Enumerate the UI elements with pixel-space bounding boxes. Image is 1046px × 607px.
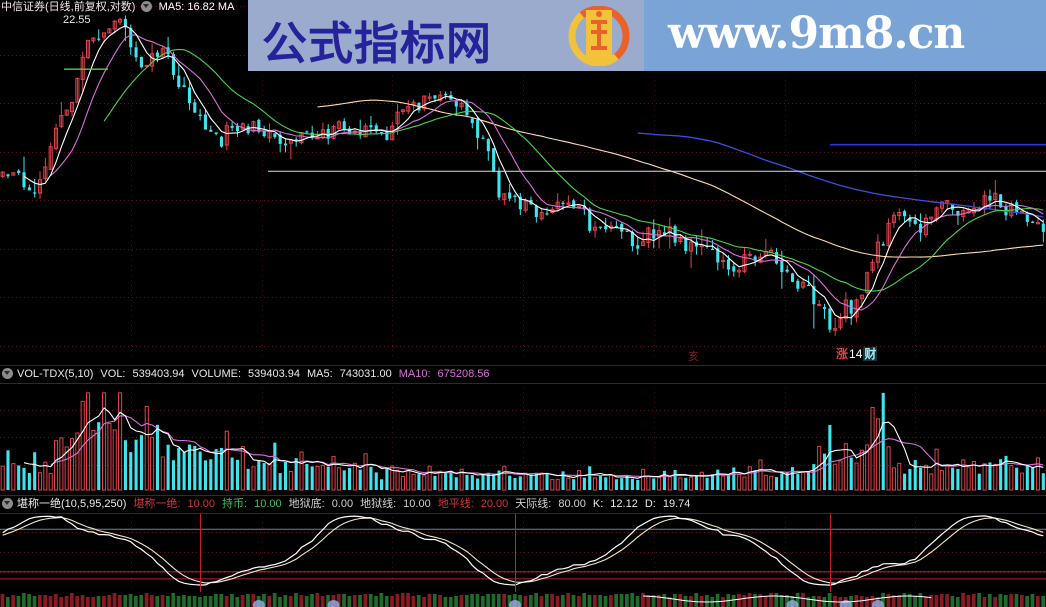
chevron-down-circle-icon[interactable] [2, 368, 13, 379]
watermark-chinese-text: 公式指标网 [262, 17, 493, 70]
osc-kanchen-value: 10.00 [187, 498, 216, 510]
osc-diyudi-label: 地狱底: [288, 498, 325, 510]
volume-vol-value: 539403.94 [132, 368, 185, 380]
volume-indicator-name: VOL-TDX(5,10) [17, 368, 94, 380]
price-panel-header: 中信证券(日线,前复权,对数) MA5: 16.82 MA [0, 0, 234, 14]
oscillator-chart-canvas[interactable] [0, 512, 1046, 592]
osc-d-value: 19.74 [662, 498, 691, 510]
watermark-left-bg [248, 0, 644, 71]
volume-ma10-label: MA10: [398, 368, 431, 380]
price-high-label: 22.55 [63, 14, 91, 26]
price-panel-title: 中信证券(日线,前复权,对数) [1, 1, 136, 13]
chart-signal-marker: 涨14 财 [836, 346, 878, 362]
osc-dipingxian-value: 20.00 [480, 498, 509, 510]
osc-dipingxian-label: 地平线: [437, 498, 474, 510]
volume-volume-value: 539403.94 [248, 368, 301, 380]
oscillator-indicator-infobar[interactable]: 堪称一绝(10,5,95,250) 堪称一绝: 10.00 持币: 10.00 地狱底: 0… [0, 495, 1046, 514]
oscillator-chart-panel[interactable] [0, 512, 1046, 592]
volume-vol-label: VOL: [100, 368, 126, 380]
watermark-url-text: www.9m8.cn [668, 8, 965, 59]
volume-ma10-value: 675208.56 [437, 368, 490, 380]
osc-diyuxian-value: 10.00 [403, 498, 431, 510]
osc-indicator-name: 堪称一绝(10,5,95,250) [17, 498, 127, 510]
chevron-down-circle-icon[interactable] [2, 498, 13, 509]
volume-chart-canvas[interactable] [0, 382, 1046, 492]
9m8-coin-logo-icon [568, 5, 630, 67]
volume-indicator-infobar[interactable]: VOL-TDX(5,10) VOL: 539403.94 VOLUME: 539403.… [0, 365, 1046, 384]
chart-marker-small: 亥 [688, 351, 699, 363]
osc-kanchen-label: 堪称一绝: [133, 498, 181, 510]
price-ma5-value: 16.82 [187, 1, 215, 13]
osc-k-label: K: [592, 498, 604, 510]
marker-cai-text: 财 [863, 347, 878, 361]
osc-tianjixian-value: 80.00 [558, 498, 586, 510]
volume-volume-label: VOLUME: [191, 368, 242, 380]
bottom-tick-strip[interactable] [0, 592, 1046, 607]
price-ma5-label: MA5: [158, 1, 185, 13]
price-ma10-label: MA [217, 1, 235, 13]
osc-k-value: 12.12 [610, 498, 638, 510]
marker-up-text: 涨 [836, 347, 849, 361]
osc-d-label: D: [644, 498, 656, 510]
osc-chibi-label: 持币: [222, 498, 248, 510]
osc-diyudi-value: 0.00 [331, 498, 354, 510]
marker-number: 14 [849, 347, 863, 361]
site-watermark-banner: 公式指标网 www.9m8.cn [248, 0, 1046, 71]
chevron-down-circle-icon[interactable] [140, 1, 152, 12]
volume-ma5-value: 743031.00 [339, 368, 392, 380]
osc-chibi-value: 10.00 [254, 498, 282, 510]
volume-ma5-label: MA5: [307, 368, 333, 380]
osc-diyuxian-label: 地狱线: [360, 498, 397, 510]
volume-chart-panel[interactable] [0, 382, 1046, 492]
osc-tianjixian-label: 天际线: [515, 498, 552, 510]
